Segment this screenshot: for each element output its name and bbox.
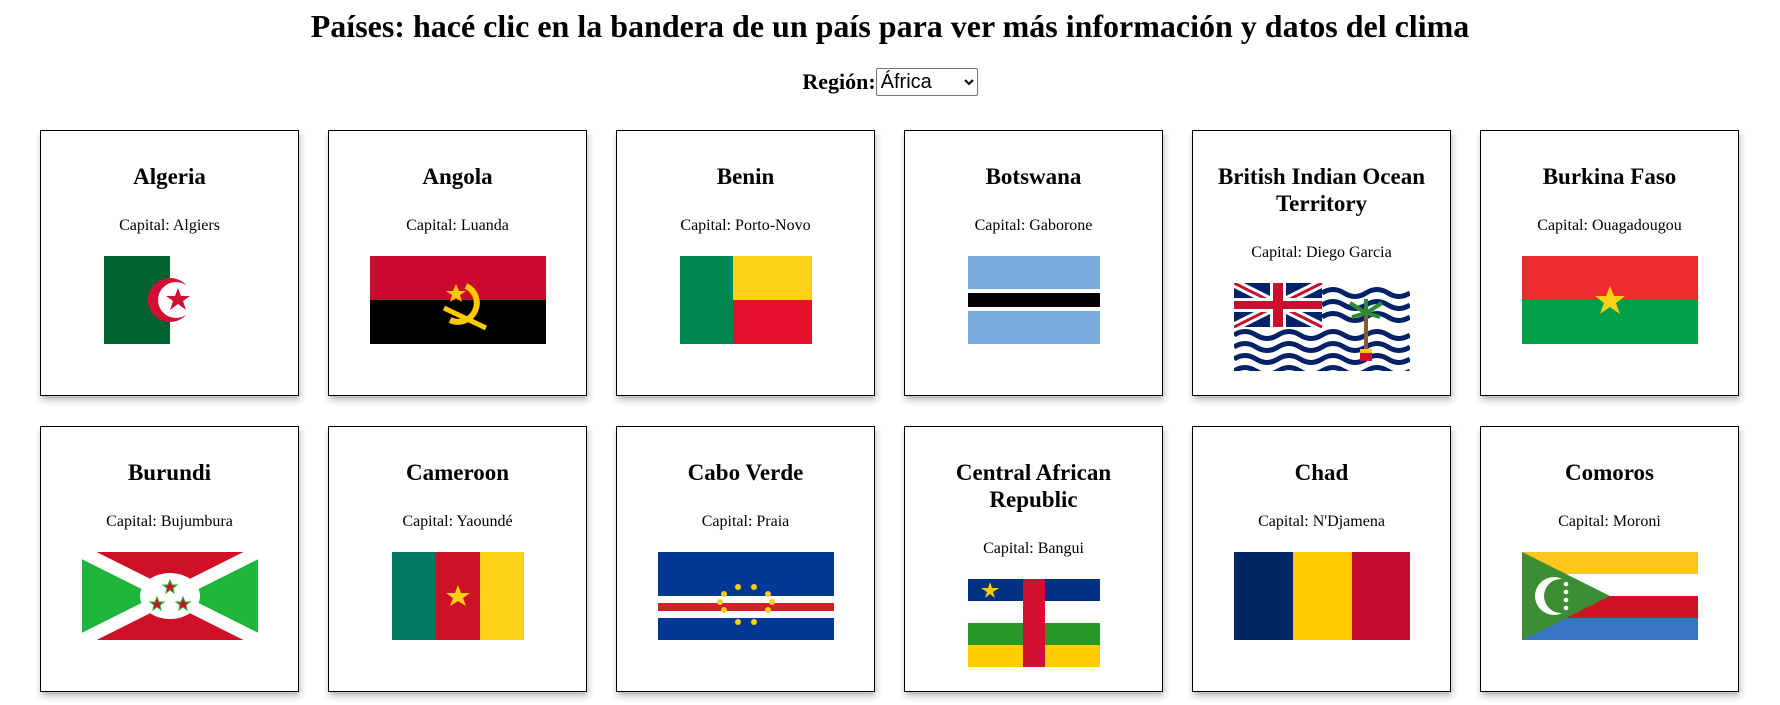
country-card-chad[interactable]: Chad Capital: N'Djamena xyxy=(1192,426,1451,692)
country-name: Burundi xyxy=(127,460,212,485)
country-name: Central African Republic xyxy=(955,460,1112,512)
country-card-cabo-verde[interactable]: Cabo Verde Capital: Praia xyxy=(616,426,875,692)
country-card-cameroon[interactable]: Cameroon Capital: Yaoundé xyxy=(328,426,587,692)
country-capital: Capital: Bujumbura xyxy=(106,513,233,530)
country-name: Burkina Faso xyxy=(1542,164,1677,189)
country-card-burundi[interactable]: Burundi Capital: Bujumbura xyxy=(40,426,299,692)
country-card-central-african-republic[interactable]: Central African Republic Capital: Bangui xyxy=(904,426,1163,692)
chad-flag-icon[interactable] xyxy=(1233,552,1410,640)
botswana-flag-icon[interactable] xyxy=(967,256,1100,344)
country-name: Botswana xyxy=(985,164,1082,189)
region-filter: Región: África xyxy=(0,67,1780,97)
biot-flag-icon[interactable] xyxy=(1233,283,1410,371)
country-card-angola[interactable]: Angola Capital: Luanda xyxy=(328,130,587,396)
angola-flag-icon[interactable] xyxy=(369,256,546,344)
country-name: Cabo Verde xyxy=(687,460,804,485)
country-card-burkina-faso[interactable]: Burkina Faso Capital: Ouagadougou xyxy=(1480,130,1739,396)
burkina-faso-flag-icon[interactable] xyxy=(1521,256,1698,344)
region-select[interactable]: África xyxy=(875,68,978,96)
country-card-benin[interactable]: Benin Capital: Porto-Novo xyxy=(616,130,875,396)
country-name: Comoros xyxy=(1564,460,1654,485)
country-capital: Capital: Algiers xyxy=(119,217,220,234)
country-card-botswana[interactable]: Botswana Capital: Gaborone xyxy=(904,130,1163,396)
region-label: Región: xyxy=(802,69,876,94)
benin-flag-icon[interactable] xyxy=(679,256,812,344)
cabo-verde-flag-icon[interactable] xyxy=(657,552,834,640)
country-capital: Capital: Porto-Novo xyxy=(680,217,811,234)
country-name: Algeria xyxy=(133,164,206,189)
car-flag-icon[interactable] xyxy=(967,579,1100,667)
country-name: Cameroon xyxy=(405,460,510,485)
cameroon-flag-icon[interactable] xyxy=(391,552,524,640)
country-card-algeria[interactable]: Algeria Capital: Algiers xyxy=(40,130,299,396)
country-capital: Capital: Luanda xyxy=(406,217,509,234)
country-capital: Capital: Ouagadougou xyxy=(1537,217,1682,234)
country-card-british-indian-ocean-territory[interactable]: British Indian Ocean Territory Capital: … xyxy=(1192,130,1451,396)
comoros-flag-icon[interactable] xyxy=(1521,552,1698,640)
country-capital: Capital: Yaoundé xyxy=(402,513,513,530)
country-name: Chad xyxy=(1294,460,1349,485)
country-card-comoros[interactable]: Comoros Capital: Moroni xyxy=(1480,426,1739,692)
algeria-flag-icon[interactable] xyxy=(103,256,236,344)
country-capital: Capital: Moroni xyxy=(1558,513,1661,530)
country-capital: Capital: Praia xyxy=(701,513,790,530)
country-name: Angola xyxy=(422,164,493,189)
page-title: Países: hacé clic en la bandera de un pa… xyxy=(310,8,1470,44)
country-capital: Capital: N'Djamena xyxy=(1258,513,1385,530)
burundi-flag-icon[interactable] xyxy=(81,552,258,640)
country-name: Benin xyxy=(716,164,775,189)
country-capital: Capital: Diego Garcia xyxy=(1251,244,1392,261)
country-name: British Indian Ocean Territory xyxy=(1217,164,1426,216)
country-capital: Capital: Bangui xyxy=(983,540,1084,557)
country-capital: Capital: Gaborone xyxy=(974,217,1093,234)
country-grid: Algeria Capital: Algiers Angola Capital:… xyxy=(40,130,1740,692)
